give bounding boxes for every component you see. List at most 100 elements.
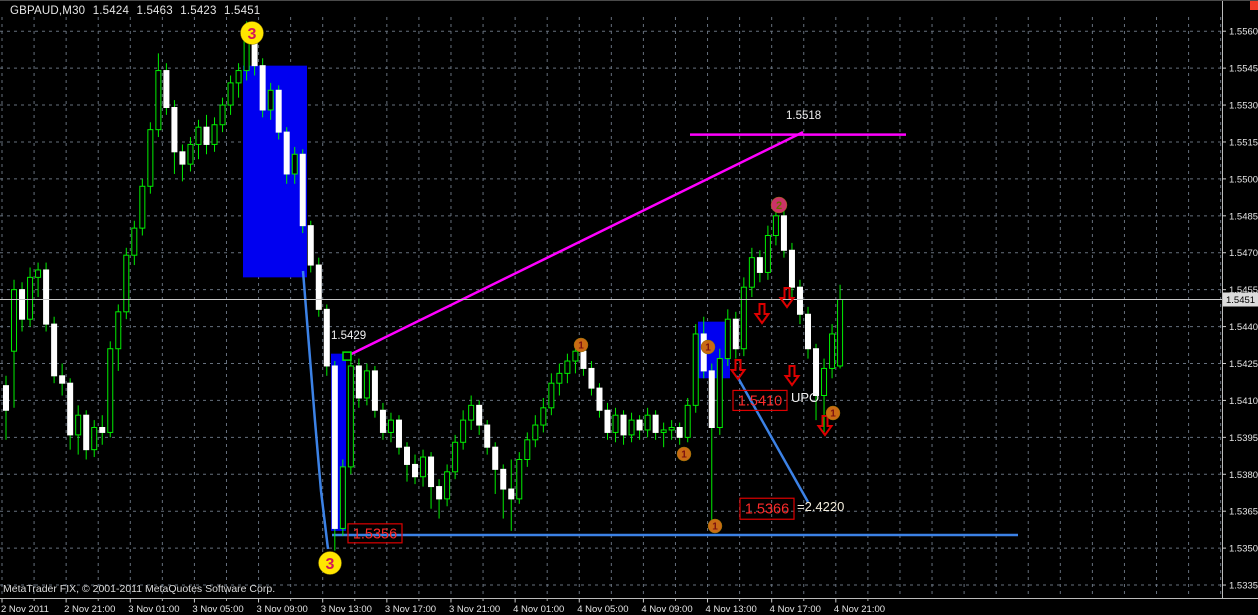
price-axis[interactable]: 1.55601.55451.55301.55151.55001.54851.54… xyxy=(1222,27,1258,592)
candle-bear xyxy=(757,258,762,273)
time-axis-label: 3 Nov 17:00 xyxy=(385,604,436,615)
candle-bear xyxy=(204,127,209,144)
time-axis-label: 3 Nov 01:00 xyxy=(128,604,179,615)
corner-marker xyxy=(1250,1,1258,10)
price-axis-label: 1.5560 xyxy=(1229,27,1258,38)
candle-bull xyxy=(76,415,81,435)
candle-bull xyxy=(388,420,393,432)
candle-bull xyxy=(541,408,546,425)
time-axis-label: 3 Nov 09:00 xyxy=(257,604,308,615)
candle-bear xyxy=(380,410,385,432)
candle-bull xyxy=(108,349,113,433)
candle-bear xyxy=(180,152,185,164)
price-axis-label: 1.5380 xyxy=(1229,470,1258,481)
candle-bull xyxy=(348,366,353,467)
candle-bull xyxy=(188,144,193,164)
candle-bear xyxy=(396,420,401,447)
signal-circle-number: 1 xyxy=(830,409,836,420)
signal-circle-number: 3 xyxy=(326,556,335,573)
candle-bear xyxy=(653,415,658,432)
candle-bull xyxy=(116,312,121,349)
candle-bear xyxy=(485,425,490,447)
candle-bear xyxy=(637,420,642,430)
candle-bear xyxy=(806,314,811,348)
candle-bull xyxy=(236,71,241,83)
candle-bull xyxy=(453,442,458,472)
candle-bear xyxy=(284,132,289,174)
time-axis-label: 4 Nov 01:00 xyxy=(513,604,564,615)
candle-bear xyxy=(493,447,498,469)
price-tag-value: 1.5410 xyxy=(738,393,782,409)
candle-bull xyxy=(525,440,530,460)
time-axis-label: 3 Nov 21:00 xyxy=(449,604,500,615)
price-axis-label: 1.5425 xyxy=(1229,359,1258,370)
candle-bull xyxy=(725,319,730,358)
price-axis-label: 1.5500 xyxy=(1229,174,1258,185)
candle-bull xyxy=(292,154,297,174)
candle-bull xyxy=(613,415,618,432)
candle-bear xyxy=(372,371,377,410)
candle-bull xyxy=(533,425,538,440)
candle-bear xyxy=(300,154,305,225)
symbol-period-label: GBPAUD,M30 xyxy=(10,5,85,17)
candle-bull xyxy=(822,368,827,395)
candle-bull xyxy=(364,371,369,398)
candle-bull xyxy=(565,361,570,373)
candle-bear xyxy=(100,428,105,433)
candle-bull xyxy=(549,383,554,408)
price-axis-label: 1.5350 xyxy=(1229,544,1258,555)
signal-circle-number: 1 xyxy=(712,522,718,533)
sell-arrow-icon[interactable] xyxy=(756,304,769,323)
candle-bull xyxy=(445,472,450,499)
price-axis-label: 1.5515 xyxy=(1229,137,1258,148)
candle-bull xyxy=(212,125,217,145)
candle-bull xyxy=(140,186,145,228)
annotation-text: =2.4220 xyxy=(797,499,844,514)
candle-bear xyxy=(60,376,65,383)
candle-bear xyxy=(437,487,442,499)
candle-bear xyxy=(164,71,169,108)
candle-bull xyxy=(741,287,746,349)
candle-bull xyxy=(573,351,578,361)
candle-bull xyxy=(340,467,345,529)
candle-bear xyxy=(589,368,594,388)
signal-circle-number: 1 xyxy=(578,341,584,352)
annotation-text: UPO xyxy=(791,390,819,405)
candle-bull xyxy=(629,420,634,435)
candle-bear xyxy=(324,309,329,366)
candle-bear xyxy=(332,366,337,528)
chart-title: GBPAUD,M30 1.5424 1.5463 1.5423 1.5451 xyxy=(10,5,264,17)
current-price-label: 1.5451 xyxy=(1226,295,1255,306)
price-axis-label: 1.5335 xyxy=(1229,581,1258,592)
candle-bear xyxy=(20,290,25,320)
trendline-anchor-handle[interactable] xyxy=(343,352,351,360)
candle-bull xyxy=(148,130,153,187)
candle-bull xyxy=(28,277,33,319)
quote-close: 1.5451 xyxy=(224,5,260,17)
candle-bull xyxy=(421,457,426,477)
candle-bull xyxy=(156,71,161,130)
time-axis-label: 3 Nov 13:00 xyxy=(321,604,372,615)
candle-bear xyxy=(781,216,786,250)
candle-bear xyxy=(308,226,313,265)
candle-bear xyxy=(44,270,49,324)
candle-bull xyxy=(830,334,835,368)
candle-bear xyxy=(501,469,506,489)
candle-bear xyxy=(597,388,602,410)
candle-bull xyxy=(685,405,690,437)
candle-bear xyxy=(429,457,434,487)
time-axis-label: 4 Nov 17:00 xyxy=(770,604,821,615)
quote-high: 1.5463 xyxy=(136,5,172,17)
price-tag-value: 1.5366 xyxy=(745,502,789,518)
sell-arrow-icon[interactable] xyxy=(786,366,799,385)
price-axis-label: 1.5485 xyxy=(1229,211,1258,222)
time-axis-label: 2 Nov 2011 xyxy=(1,604,49,615)
signal-circle-number: 1 xyxy=(705,343,711,354)
signal-circle-number: 2 xyxy=(776,200,782,212)
price-axis-label: 1.5395 xyxy=(1229,433,1258,444)
candle-bear xyxy=(789,250,794,287)
price-tag-value: 1.5356 xyxy=(353,526,397,542)
